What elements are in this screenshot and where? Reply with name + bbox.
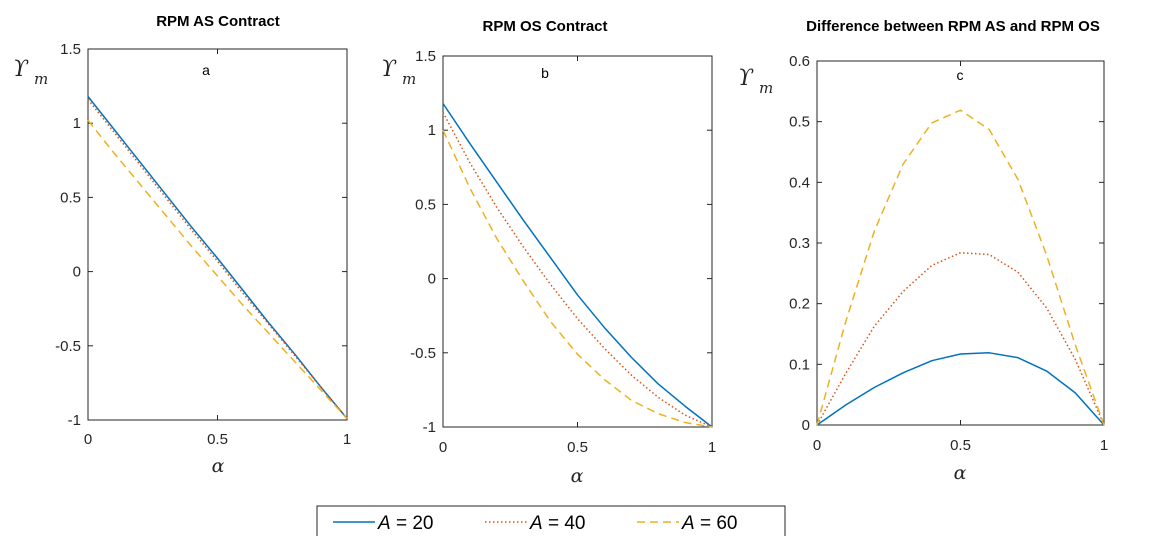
panel-a-xlabel: α xyxy=(212,455,225,477)
legend-box xyxy=(316,505,786,536)
panel-c-xtick-label-1: 0.5 xyxy=(950,437,971,454)
panel-a-xtick-label-2: 1 xyxy=(343,431,351,448)
panel-c-axes-box xyxy=(816,60,1105,426)
panel-c-ytick-label-0: 0 xyxy=(802,417,810,434)
panel-b-label: b xyxy=(541,65,549,81)
legend-entry-3: A = 60 xyxy=(637,513,737,534)
panel-b-ytick-label-2: 0 xyxy=(428,271,436,288)
panel-b-ytick-label-1: -0.5 xyxy=(410,345,436,362)
panel-c-ytick-label-4: 0.4 xyxy=(789,174,810,191)
panel-a-ytick-label-5: 1.5 xyxy=(60,41,81,58)
panel-a: RPM AS Contract a 0 0.5 1-1-0.500.511.5 α … xyxy=(13,13,351,477)
panel-a-series-2-line xyxy=(87,98,348,419)
panel-a-ytick-label-2: 0 xyxy=(73,264,81,281)
panel-c-xlabel: α xyxy=(954,462,967,484)
legend-label-3: A = 60 xyxy=(681,513,737,534)
panel-a-xtick-label-0: 0 xyxy=(84,431,92,448)
panel-b-ytick-label-3: 0.5 xyxy=(415,196,436,213)
legend-label-1: A = 20 xyxy=(377,513,433,534)
panel-c-xtick-label-0: 0 xyxy=(813,437,821,454)
panel-a-xtick-label-1: 0.5 xyxy=(207,431,228,448)
panel-a-ytick-label-3: 0.5 xyxy=(60,189,81,206)
panel-c-label: c xyxy=(957,67,964,83)
legend-label-2: A = 40 xyxy=(529,513,585,534)
panel-b-title: RPM OS Contract xyxy=(482,18,607,35)
panel-c-title: Difference between RPM AS and RPM OS xyxy=(806,18,1100,35)
panel-b-ticks: 0 0.5 1 -1 -0.5 0 0.5 1 1.5 xyxy=(410,48,716,456)
panel-b-series-2-line xyxy=(442,112,713,428)
panel-b-ylabel-main: ϒ xyxy=(381,57,397,82)
panel-c-ylabel-sub: m xyxy=(759,79,773,97)
panel-b-axes-box xyxy=(442,55,713,428)
panel-b-xtick-label-0: 0 xyxy=(439,439,447,456)
panel-b: RPM OS Contract b 0 0.5 1-1-0.500.511.5 α … xyxy=(381,18,716,487)
panel-a-title: RPM AS Contract xyxy=(156,13,280,30)
panel-b-series-3-line xyxy=(442,129,713,428)
panel-a-series xyxy=(87,96,348,420)
legend-label-2-value: = 40 xyxy=(543,513,586,534)
legend: A = 20 A = 40 A = 60 xyxy=(316,505,786,536)
panel-b-ytick-label-0: -1 xyxy=(423,419,436,436)
legend-label-1-value: = 20 xyxy=(391,513,434,534)
legend-entry-1: A = 20 xyxy=(333,513,433,534)
legend-label-2-var: A xyxy=(529,513,543,534)
panel-c-series xyxy=(816,109,1105,426)
panel-c-ticks: 0 0.5 1 0 0.1 0.2 0.3 0.4 0.5 0.6 xyxy=(789,53,1108,454)
legend-label-3-value: = 60 xyxy=(695,513,738,534)
legend-label-3-var: A xyxy=(681,513,695,534)
panel-c-series-3-line xyxy=(816,109,1105,426)
panel-a-series-1-line xyxy=(87,96,348,419)
panel-a-ytick-label-1: -0.5 xyxy=(55,338,81,355)
panel-b-ytick-label-4: 1 xyxy=(428,122,436,139)
panel-c-ylabel-main: ϒ xyxy=(738,66,754,91)
panel-a-ylabel: ϒ m xyxy=(13,57,48,88)
panel-a-axes-box xyxy=(87,48,348,421)
panel-a-ticks: 0 0.5 1 -1 -0.5 0 0.5 1 1.5 xyxy=(55,41,351,448)
panel-b-series-1-line xyxy=(442,103,713,428)
panel-a-label: a xyxy=(202,62,210,78)
panel-b-ytick-label-5: 1.5 xyxy=(415,48,436,65)
panel-a-ytick-label-4: 1 xyxy=(73,115,81,132)
panel-b-xtick-label-1: 0.5 xyxy=(567,439,588,456)
panel-b-xlabel: α xyxy=(571,465,584,487)
panel-a-ylabel-main: ϒ xyxy=(13,57,29,82)
panel-c: Difference between RPM AS and RPM OS c 0… xyxy=(738,18,1108,484)
panel-a-ytick-label-0: -1 xyxy=(68,412,81,429)
panel-c-ytick-label-5: 0.5 xyxy=(789,114,810,131)
panel-c-series-2-line xyxy=(816,251,1105,426)
panel-c-ytick-label-2: 0.2 xyxy=(789,296,810,313)
panel-c-ylabel: ϒ m xyxy=(738,66,773,97)
panel-a-ylabel-sub: m xyxy=(34,70,48,88)
legend-label-1-var: A xyxy=(377,513,391,534)
panel-b-ylabel-sub: m xyxy=(402,70,416,88)
panel-c-ytick-label-6: 0.6 xyxy=(789,53,810,70)
legend-entry-2: A = 40 xyxy=(485,513,585,534)
panel-c-ytick-label-3: 0.3 xyxy=(789,235,810,252)
panel-b-ylabel: ϒ m xyxy=(381,57,416,88)
panel-c-series-1-line xyxy=(816,352,1105,426)
panel-a-series-3-line xyxy=(87,119,348,420)
panel-c-ytick-label-1: 0.1 xyxy=(789,356,810,373)
panel-b-series xyxy=(442,103,713,428)
panel-b-xtick-label-2: 1 xyxy=(708,439,716,456)
panel-c-xtick-label-2: 1 xyxy=(1100,437,1108,454)
